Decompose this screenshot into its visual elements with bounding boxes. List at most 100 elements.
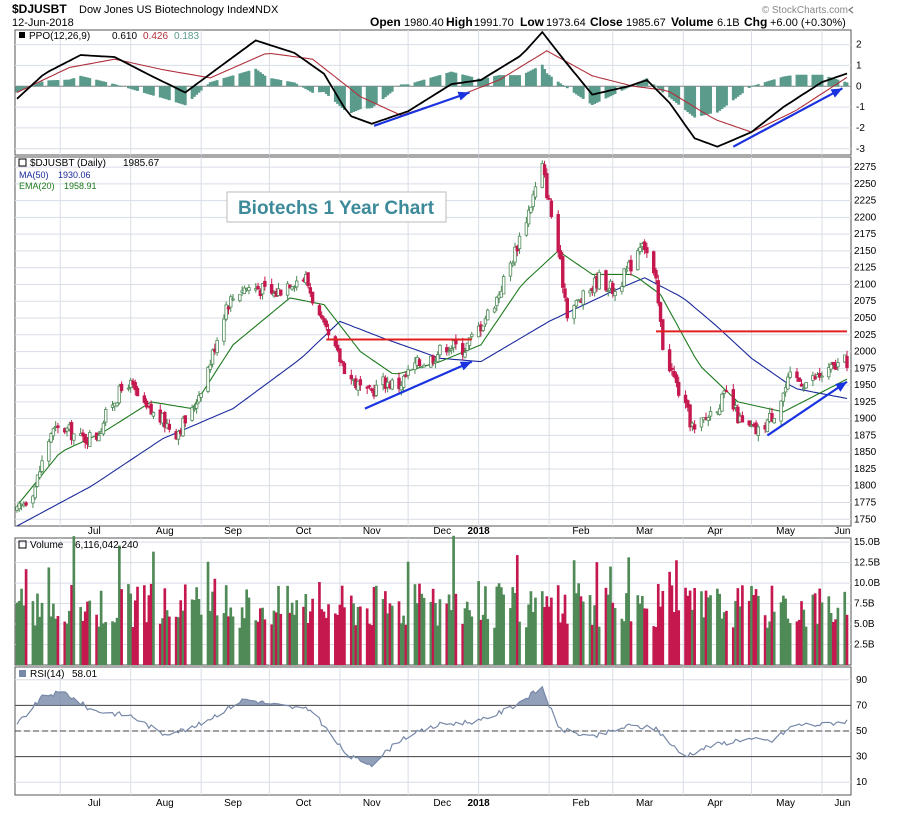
ppo-histogram-bar <box>772 79 776 87</box>
candle-body <box>97 434 101 442</box>
ppo-histogram-bar <box>447 72 451 87</box>
candle-body <box>231 298 235 301</box>
volume-bar <box>449 610 453 665</box>
price-tick-label: 1775 <box>854 498 877 509</box>
ppo-histogram-bar <box>174 86 178 103</box>
volume-bar <box>81 620 85 665</box>
candle-body <box>335 344 340 351</box>
ppo-histogram-bar <box>770 80 774 87</box>
volume-bar <box>83 611 87 665</box>
volume-bar <box>556 585 560 665</box>
candle-body <box>654 269 658 279</box>
ppo-histogram-bar <box>402 84 406 87</box>
volume-value: 6.1B <box>717 17 740 29</box>
ppo-histogram-bar <box>383 86 387 98</box>
month-label: Nov <box>363 526 381 537</box>
volume-bar <box>36 593 39 665</box>
low-value: 1973.64 <box>546 17 586 29</box>
month-label: Jun <box>834 526 850 537</box>
ppo-histogram-bar <box>318 86 321 93</box>
ppo-histogram-bar <box>731 86 735 101</box>
month-label: May <box>776 526 795 537</box>
ppo-histogram-bar <box>661 86 665 93</box>
month-label: Nov <box>363 798 381 809</box>
candle-body <box>783 387 788 393</box>
candle-body <box>324 320 328 328</box>
volume-bar <box>127 584 130 665</box>
candle-body <box>197 395 201 403</box>
ppo-histogram-bar <box>788 75 792 87</box>
candle-body <box>765 419 770 433</box>
candle-body <box>542 164 547 176</box>
volume-bar <box>349 595 353 665</box>
candle-body <box>88 432 92 447</box>
volume-bar <box>722 612 726 665</box>
candle-body <box>799 383 804 387</box>
ppo-histogram-bar <box>515 75 519 87</box>
candle-body <box>342 362 347 375</box>
volume-bar <box>47 567 51 665</box>
volume-bar <box>561 613 565 665</box>
volume-panel-label: Volume <box>30 540 64 551</box>
ppo-histogram-bar <box>97 80 101 87</box>
month-label: Apr <box>707 526 723 537</box>
volume-bar <box>493 627 496 665</box>
ppo-histogram-bar <box>324 86 328 94</box>
volume-bar <box>213 578 217 665</box>
month-label: Mar <box>636 798 654 809</box>
volume-bar <box>754 589 758 665</box>
volume-bar <box>534 597 537 665</box>
candle-body <box>845 356 849 368</box>
candle-body <box>563 288 567 298</box>
ppo-histogram-bar <box>311 86 315 93</box>
ppo-trend-arrow <box>373 91 470 127</box>
ppo-histogram-bar <box>286 81 290 87</box>
volume-bar <box>420 593 424 665</box>
ppo-histogram-bar <box>549 76 553 87</box>
ppo-histogram-bar <box>211 81 214 87</box>
price-tick-label: 1800 <box>854 481 877 492</box>
volume-bar <box>827 596 831 665</box>
candle-body <box>65 427 69 432</box>
volume-bar <box>97 626 101 665</box>
price-tick-label: 2050 <box>854 313 877 324</box>
volume-bar <box>725 610 728 665</box>
volume-bar <box>590 624 594 665</box>
volume-bar <box>302 606 305 665</box>
volume-bar <box>195 587 198 665</box>
volume-bar <box>343 607 346 665</box>
candle-body <box>620 286 624 292</box>
candle-body <box>435 354 440 363</box>
ppo-histogram-bar <box>779 77 783 87</box>
candle-body <box>511 262 515 266</box>
ppo-histogram-bar <box>117 85 121 87</box>
volume-bar <box>40 602 44 665</box>
volume-bar <box>479 619 483 665</box>
month-label: Feb <box>572 798 590 809</box>
scroll-left-icon[interactable] <box>848 6 854 14</box>
price-tick-label: 1750 <box>854 514 877 525</box>
candle-body <box>683 394 688 404</box>
volume-bar <box>625 593 628 665</box>
ppo-histogram-bar <box>820 74 824 87</box>
ppo-histogram-bar <box>17 86 21 92</box>
ppo-histogram-bar <box>479 79 483 87</box>
ppo-histogram-bar <box>572 86 576 93</box>
ppo-histogram-bar <box>238 73 242 87</box>
ppo-histogram-bar <box>229 76 233 87</box>
ppo-histogram-bar <box>270 78 274 87</box>
volume-bar <box>454 593 458 665</box>
volume-bar <box>193 599 196 665</box>
ppo-histogram-bar <box>581 86 585 99</box>
candle-body <box>724 390 729 393</box>
volume-panel-value: 6,116,042,240 <box>75 540 139 551</box>
volume-bar <box>115 617 119 665</box>
candle-body <box>831 361 836 365</box>
ppo-histogram-bar <box>152 86 155 96</box>
ppo-histogram-bar <box>231 75 235 87</box>
volume-bar <box>463 608 467 665</box>
volume-bar <box>163 588 167 665</box>
volume-bar <box>593 605 596 665</box>
price-tick-label: 2100 <box>854 279 877 290</box>
volume-bar <box>486 618 490 665</box>
